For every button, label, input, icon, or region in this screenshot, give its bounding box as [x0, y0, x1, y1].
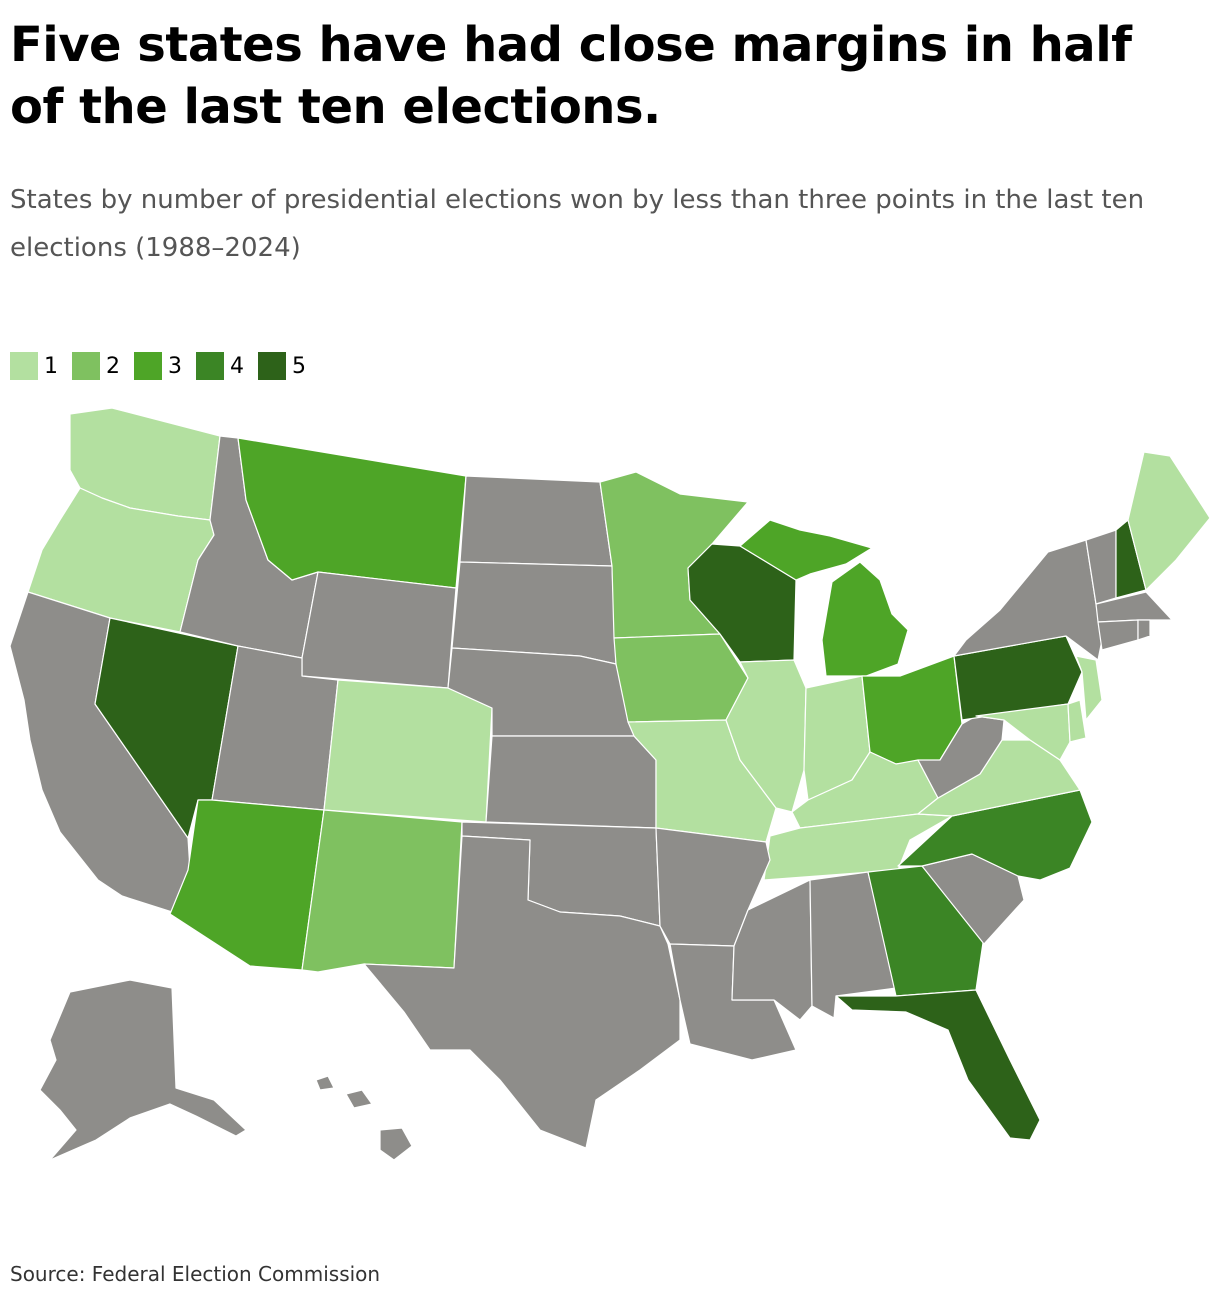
- legend-swatch: [10, 352, 38, 380]
- state-HI-maui[interactable]: [345, 1089, 373, 1109]
- legend-swatch: [134, 352, 162, 380]
- state-HI[interactable]: [379, 1127, 413, 1161]
- source-note: Source: Federal Election Commission: [10, 1262, 381, 1286]
- state-IA[interactable]: [613, 633, 749, 723]
- state-CT[interactable]: [1097, 619, 1139, 651]
- state-KS[interactable]: [485, 735, 657, 829]
- state-IL[interactable]: [725, 659, 807, 813]
- state-NM[interactable]: [301, 809, 463, 973]
- state-ME[interactable]: [1127, 451, 1211, 591]
- state-RI[interactable]: [1137, 619, 1151, 641]
- legend-label: 1: [44, 353, 58, 379]
- state-TN[interactable]: [763, 813, 953, 881]
- legend-label: 4: [230, 353, 244, 379]
- state-MI[interactable]: [821, 561, 909, 677]
- legend-swatch: [72, 352, 100, 380]
- state-MI-upper[interactable]: [739, 519, 873, 581]
- state-GA[interactable]: [867, 865, 985, 997]
- state-DE[interactable]: [1067, 699, 1087, 743]
- state-SD[interactable]: [451, 561, 617, 665]
- legend-label: 3: [168, 353, 182, 379]
- legend-item-4: 4: [196, 352, 244, 380]
- legend-item-1: 1: [10, 352, 58, 380]
- legend: 1 2 3 4 5: [10, 352, 320, 380]
- state-AZ[interactable]: [169, 799, 325, 971]
- state-ND[interactable]: [459, 475, 613, 567]
- chart-title: Five states have had close margins in ha…: [10, 17, 1132, 135]
- legend-label: 2: [106, 353, 120, 379]
- state-AK[interactable]: [39, 979, 247, 1161]
- legend-item-2: 2: [72, 352, 120, 380]
- legend-label: 5: [292, 353, 306, 379]
- state-NJ[interactable]: [1075, 655, 1103, 721]
- state-NY[interactable]: [953, 539, 1103, 661]
- state-MA[interactable]: [1095, 591, 1173, 623]
- legend-swatch: [196, 352, 224, 380]
- legend-swatch: [258, 352, 286, 380]
- legend-item-3: 3: [134, 352, 182, 380]
- state-HI-oahu[interactable]: [315, 1075, 335, 1091]
- state-FL[interactable]: [835, 989, 1041, 1141]
- legend-item-5: 5: [258, 352, 306, 380]
- us-map: [9, 407, 1211, 1161]
- state-WY[interactable]: [301, 571, 457, 689]
- state-CO[interactable]: [323, 679, 493, 823]
- state-TX[interactable]: [363, 835, 681, 1149]
- chart-subtitle: States by number of presidential electio…: [10, 185, 1145, 263]
